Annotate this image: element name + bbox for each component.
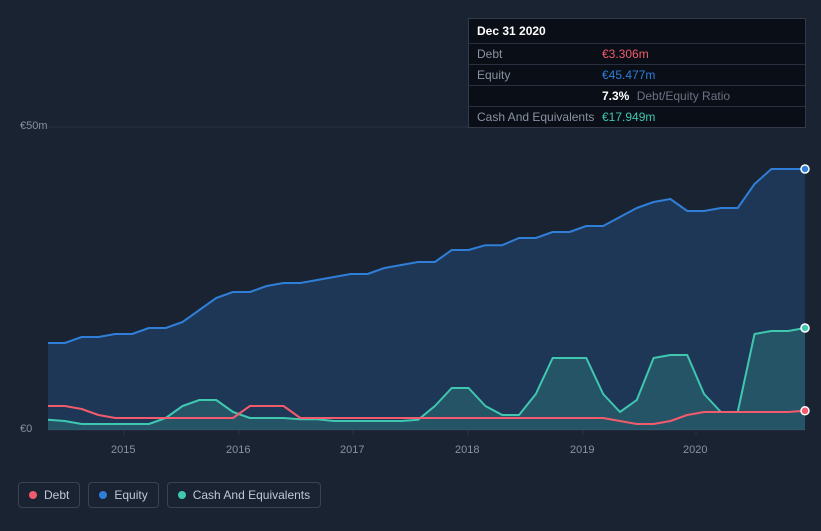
tooltip-row: 7.3% Debt/Equity Ratio (469, 86, 805, 107)
legend-dot-icon (29, 491, 37, 499)
legend-item[interactable]: Debt (18, 482, 80, 508)
tooltip-row-value: €17.949m (602, 110, 655, 124)
tooltip-row-label: Debt (477, 47, 602, 61)
legend-item[interactable]: Cash And Equivalents (167, 482, 321, 508)
tooltip-row: Cash And Equivalents€17.949m (469, 107, 805, 127)
x-axis-label: 2017 (340, 444, 364, 456)
tooltip-row: Debt€3.306m (469, 44, 805, 65)
tooltip-row-label: Equity (477, 68, 602, 82)
legend-label: Equity (114, 488, 147, 502)
y-axis-label: €50m (20, 120, 48, 132)
x-axis-label: 2016 (226, 444, 250, 456)
x-axis-label: 2020 (683, 444, 707, 456)
x-axis-label: 2019 (570, 444, 594, 456)
tooltip-row-value: €45.477m (602, 68, 655, 82)
tooltip-row-label (477, 89, 602, 103)
tooltip-row-value: €3.306m (602, 47, 649, 61)
legend-dot-icon (178, 491, 186, 499)
tooltip-row-label: Cash And Equivalents (477, 110, 602, 124)
x-axis-label: 2015 (111, 444, 135, 456)
tooltip-date: Dec 31 2020 (469, 19, 805, 44)
chart-legend: Debt Equity Cash And Equivalents (18, 482, 321, 508)
legend-label: Cash And Equivalents (193, 488, 310, 502)
legend-dot-icon (99, 491, 107, 499)
legend-label: Debt (44, 488, 69, 502)
tooltip-row-value: 7.3% Debt/Equity Ratio (602, 89, 730, 103)
y-axis-label: €0 (20, 423, 32, 435)
tooltip-row: Equity€45.477m (469, 65, 805, 86)
chart-tooltip: Dec 31 2020 Debt€3.306mEquity€45.477m7.3… (468, 18, 806, 128)
x-axis-label: 2018 (455, 444, 479, 456)
legend-item[interactable]: Equity (88, 482, 158, 508)
